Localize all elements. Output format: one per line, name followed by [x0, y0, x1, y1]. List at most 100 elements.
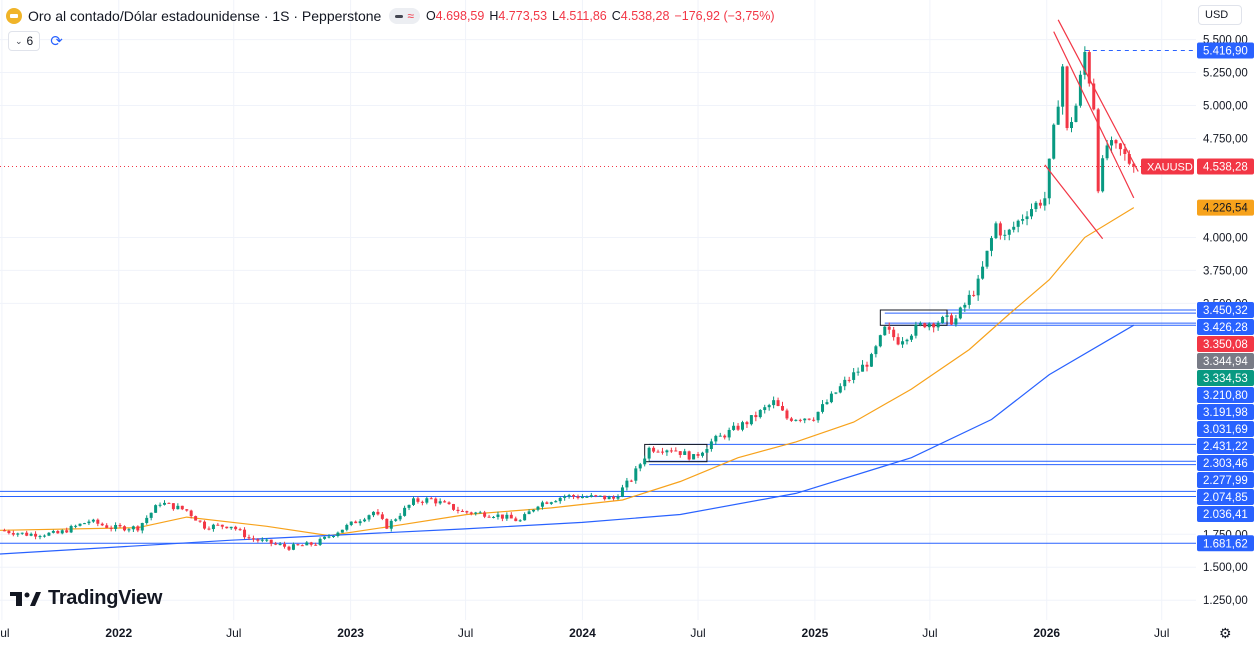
price-label-text: 3.350,08	[1203, 339, 1248, 351]
ohlc-low: L4.511,86	[552, 9, 607, 23]
candle-body	[216, 524, 220, 526]
candle-body	[363, 519, 367, 522]
candle-body	[167, 502, 171, 504]
candle-body	[238, 529, 242, 531]
candle-body	[492, 516, 496, 518]
range-boxes	[644, 309, 948, 463]
candle-body	[545, 502, 549, 504]
candle-body	[87, 521, 91, 524]
candle-body	[416, 498, 420, 502]
price-label-text: 3.450,32	[1203, 305, 1248, 317]
candle-body	[776, 400, 780, 407]
candle-body	[527, 511, 531, 515]
chart-style-toggle[interactable]: ≈	[389, 8, 420, 24]
candle-body	[407, 504, 411, 508]
refresh-icon[interactable]: ⟳	[50, 33, 63, 50]
candle-body	[358, 521, 362, 524]
candle-body	[949, 315, 953, 325]
candle-body	[122, 526, 126, 531]
gear-icon[interactable]: ⚙	[1219, 625, 1232, 641]
candle-body	[941, 316, 945, 324]
candle-body	[158, 504, 162, 506]
candle-body	[438, 501, 442, 504]
candle-body	[225, 526, 229, 529]
tradingview-logo[interactable]: TradingView	[10, 587, 162, 610]
candle-body	[398, 515, 402, 520]
tradingview-logo-icon	[10, 591, 41, 606]
time-tick-label: Jul	[226, 626, 241, 640]
candle-body	[211, 524, 215, 530]
candle-body	[1065, 66, 1069, 129]
candle-body	[403, 507, 407, 516]
price-tick-label: 5.000,00	[1203, 101, 1248, 113]
candle-body	[1096, 109, 1100, 192]
candle-body	[647, 447, 651, 459]
candle-body	[185, 509, 189, 511]
candle-body	[247, 537, 251, 539]
candle-body	[278, 544, 282, 546]
candle-body	[580, 496, 584, 499]
time-tick-label: 2025	[802, 626, 829, 640]
candle-body	[74, 525, 78, 527]
candle-body	[91, 519, 95, 522]
candle-body	[1061, 66, 1065, 107]
price-label-bg	[1197, 403, 1254, 420]
candle-body	[1110, 140, 1114, 146]
price-label-bg	[1197, 301, 1254, 318]
candle-body	[434, 498, 438, 504]
candle-body	[767, 405, 771, 408]
candle-body	[678, 451, 682, 455]
candle-body	[11, 533, 15, 535]
candle-body	[772, 400, 776, 406]
candle-body	[683, 451, 687, 455]
candle-body	[145, 517, 149, 523]
candle-body	[460, 510, 464, 512]
indicators-toggle-button[interactable]: ⌄ 6	[8, 31, 41, 51]
trend-line	[1057, 19, 1139, 172]
candle-body	[105, 525, 109, 528]
candle-body	[296, 544, 300, 546]
price-axis[interactable]: 5.500,005.250,005.000,004.750,004.000,00…	[1141, 35, 1254, 608]
candle-body	[829, 393, 833, 403]
candle-body	[989, 238, 993, 251]
candle-body	[243, 529, 247, 538]
candle-body	[478, 512, 482, 514]
candle-body	[754, 415, 758, 418]
price-label-bg	[1197, 352, 1254, 369]
price-tick-label: 4.750,00	[1203, 134, 1248, 146]
candle-body	[887, 326, 891, 330]
price-label-bg	[1197, 535, 1254, 552]
candle-body	[909, 335, 913, 340]
price-label-text: 3.344,94	[1203, 356, 1248, 368]
candle-body	[660, 451, 664, 453]
indicators-bar: ⌄ 6 ⟳	[8, 31, 63, 51]
candle-body	[283, 544, 287, 547]
candle-body	[474, 512, 478, 514]
candle-body	[878, 335, 882, 347]
candle-body	[1016, 220, 1020, 227]
price-change: −176,92 (−3,75%)	[674, 9, 775, 23]
candle-body	[371, 511, 375, 516]
symbol-tag-bg	[1141, 158, 1194, 175]
candle-body	[981, 266, 985, 279]
candle-body	[861, 364, 865, 372]
candle-body	[821, 404, 825, 412]
symbol-title[interactable]: Oro al contado/Dólar estadounidense · 1S…	[28, 8, 382, 24]
candle-body	[803, 418, 807, 421]
candle-body	[380, 514, 384, 519]
candle-body	[34, 533, 38, 537]
currency-selector[interactable]: USD	[1198, 5, 1242, 25]
time-tick-label: 2023	[337, 626, 364, 640]
candle-body	[589, 495, 593, 497]
candle-body	[7, 531, 11, 534]
candle-body	[1127, 154, 1131, 164]
candle-body	[82, 523, 86, 525]
candle-body	[923, 323, 927, 328]
candle-body	[69, 526, 73, 533]
time-axis[interactable]: Jul 2022 Jul 2023 Jul 2024 Jul 2025 Jul 2026 Jul	[0, 626, 1169, 640]
candle-body	[945, 315, 949, 317]
candle-body	[781, 406, 785, 411]
candle-body	[327, 536, 331, 538]
candle-body	[732, 425, 736, 430]
